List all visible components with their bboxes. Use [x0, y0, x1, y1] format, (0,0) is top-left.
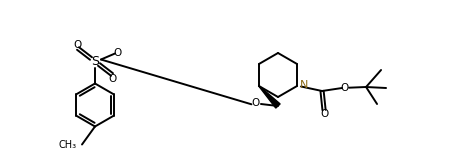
Polygon shape [259, 86, 280, 108]
Text: S: S [91, 55, 99, 68]
Text: O: O [113, 48, 121, 58]
Text: O: O [340, 82, 349, 93]
Text: O: O [73, 40, 81, 49]
Text: O: O [251, 99, 259, 109]
Text: CH₃: CH₃ [58, 140, 76, 150]
Text: O: O [108, 73, 116, 84]
Text: N: N [299, 80, 308, 91]
Text: O: O [320, 109, 328, 119]
